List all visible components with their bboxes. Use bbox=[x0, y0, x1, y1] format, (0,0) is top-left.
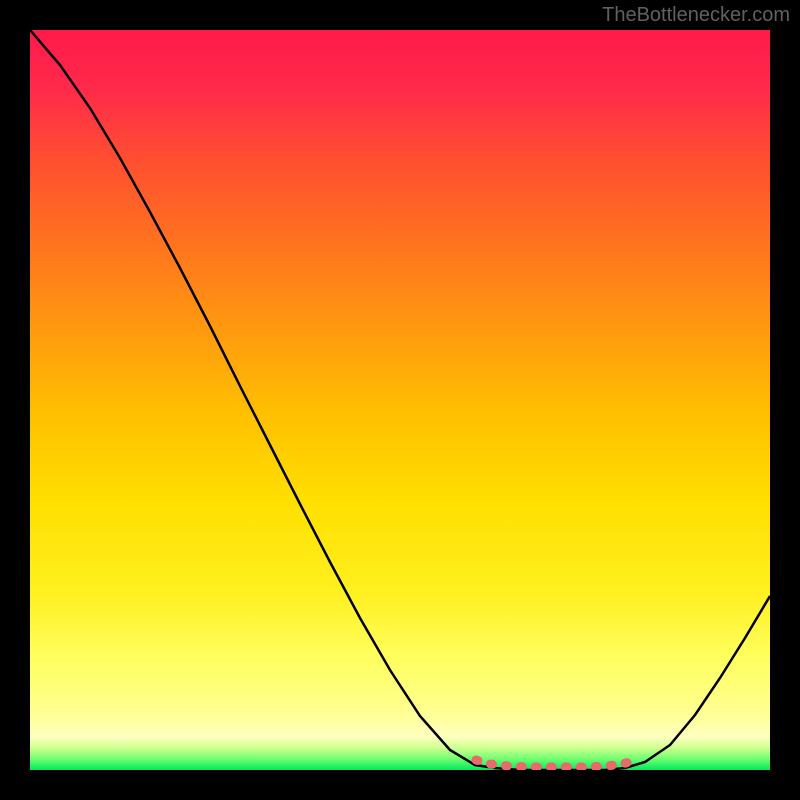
curve-overlay bbox=[30, 30, 770, 770]
main-curve-line bbox=[30, 30, 770, 770]
trough-marker-band bbox=[476, 758, 638, 767]
chart-container bbox=[30, 30, 770, 770]
watermark-text: TheBottlenecker.com bbox=[602, 4, 790, 27]
